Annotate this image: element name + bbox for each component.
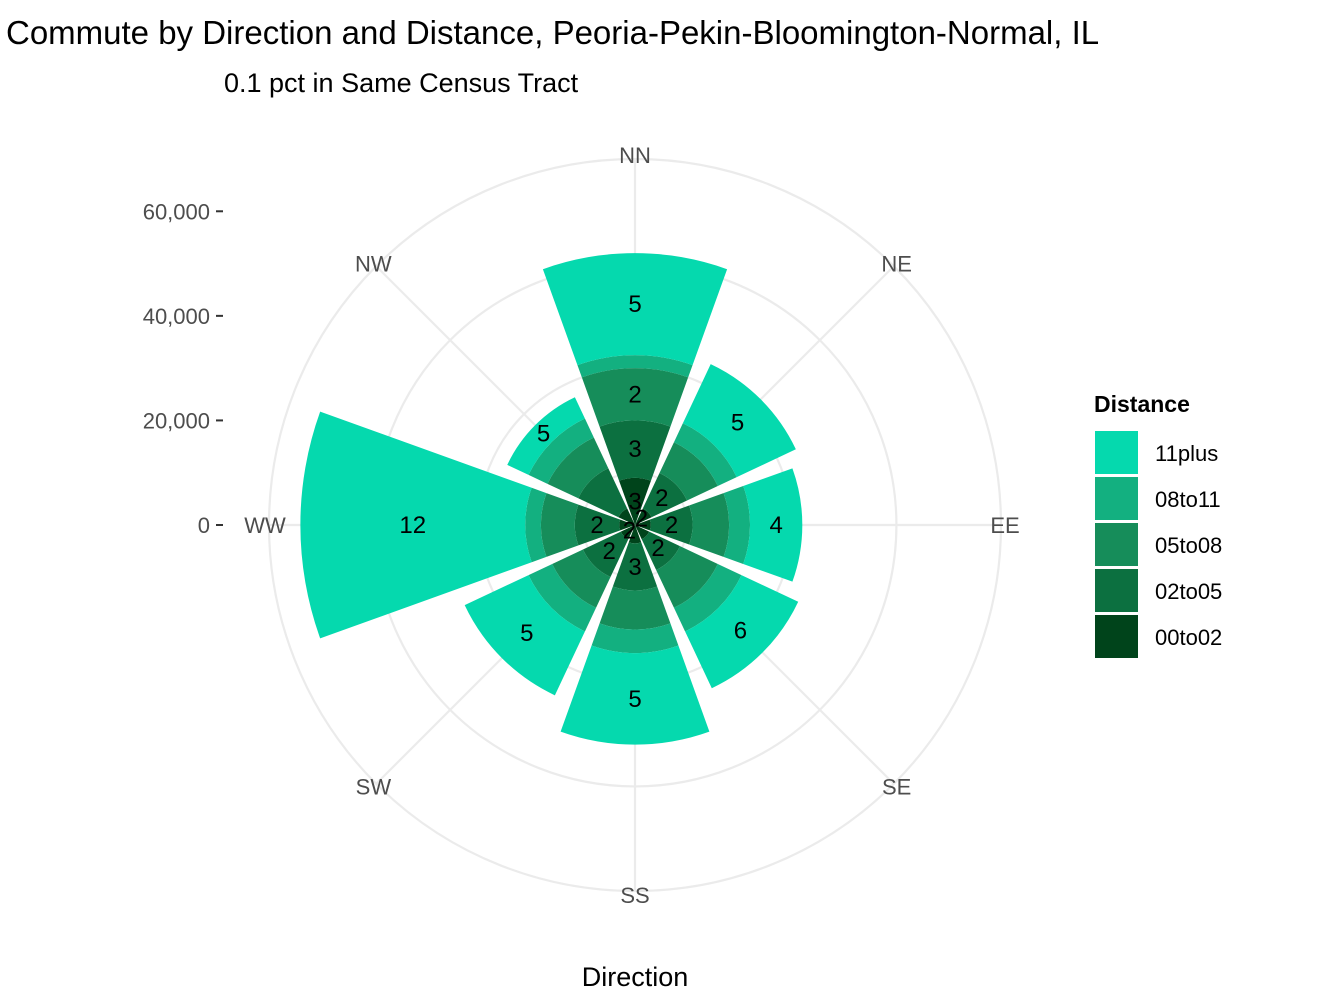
legend: Distance 11plus 08to11 05to08 02to05 00to02: [1094, 391, 1222, 658]
bar-SS-05to08: [599, 586, 671, 630]
bar-label-WW-02to05: 2: [590, 512, 603, 539]
direction-label-NE: NE: [881, 251, 912, 276]
direction-label-NN: NN: [619, 143, 651, 168]
bar-label-SS-02to05: 3: [628, 554, 641, 581]
bar-NE-08to11: [673, 423, 737, 487]
bar-SW-05to08: [552, 549, 611, 608]
bar-WW-00to02: [619, 519, 635, 531]
y-tick-label: 20,000: [143, 408, 210, 433]
bar-EE-11plus: [743, 468, 803, 582]
legend-label-08to11: 08to11: [1155, 487, 1221, 512]
bar-WW-11plus: [300, 411, 532, 639]
bar-label-NN-02to05: 3: [628, 436, 641, 463]
x-axis-label: Direction: [582, 962, 689, 992]
bar-label-NN-05to08: 2: [628, 381, 641, 408]
bar-NN-05to08: [581, 368, 689, 427]
legend-label-02to05: 02to05: [1155, 579, 1222, 604]
bar-SE-11plus: [685, 575, 799, 689]
legend-swatch-05to08: [1095, 523, 1138, 566]
y-tick-label: 40,000: [143, 304, 210, 329]
bar-SW-02to05: [582, 531, 629, 578]
bar-SE-05to08: [656, 546, 718, 608]
direction-labels: NN NE EE SE SS SW WW NW: [244, 143, 1019, 908]
bar-label-SW-11plus: 5: [520, 620, 533, 647]
bar-label-SE-11plus: 6: [734, 617, 747, 644]
bar-label-NE-00to02: 2: [635, 506, 648, 533]
bar-label-NN-00to02: 3: [628, 488, 641, 515]
legend-swatch-08to11: [1095, 477, 1138, 520]
bar-NW-11plus: [507, 397, 585, 475]
chart-subtitle: 0.1 pct in Same Census Tract: [224, 68, 579, 98]
bar-SS-00to02: [628, 525, 642, 544]
direction-label-EE: EE: [990, 513, 1019, 538]
bar-EE-08to11: [723, 486, 751, 564]
bar-SW-08to11: [528, 563, 597, 632]
bar-label-EE-11plus: 4: [769, 512, 782, 539]
bar-EE-02to05: [649, 505, 693, 545]
y-tick-label: 0: [198, 513, 210, 538]
bar-WW-02to05: [574, 504, 621, 546]
direction-label-WW: WW: [244, 513, 286, 538]
legend-label-05to08: 05to08: [1155, 533, 1222, 558]
bar-label-SW-00to02: 2: [623, 518, 636, 545]
bar-WW-08to11: [525, 487, 547, 563]
bar-label-SS-11plus: 5: [628, 686, 641, 713]
bar-NE-02to05: [642, 472, 688, 518]
bar-label-SW-02to05: 2: [602, 538, 615, 565]
legend-swatch-00to02: [1095, 615, 1138, 658]
bar-NE-11plus: [682, 364, 796, 478]
bar-label-NW-11plus: 5: [537, 420, 550, 447]
bar-label-NN-11plus: 5: [628, 291, 641, 318]
bar-NN-11plus: [542, 253, 728, 366]
bar-label-NE-11plus: 5: [731, 409, 744, 436]
bar-NN-08to11: [577, 355, 693, 378]
direction-label-NW: NW: [355, 251, 392, 276]
bar-label-WW-11plus: 12: [399, 512, 426, 539]
bar-NW-02to05: [578, 468, 628, 518]
bar-SS-11plus: [560, 645, 710, 745]
bar-label-NE-02to05: 2: [655, 485, 668, 512]
chart-title: Commute by Direction and Distance, Peori…: [6, 14, 1099, 51]
bar-SW-00to02: [620, 525, 635, 540]
bar-label-EE-02to05: 2: [665, 512, 678, 539]
bar-SW-11plus: [464, 575, 585, 696]
direction-label-SW: SW: [356, 775, 392, 800]
legend-label-11plus: 11plus: [1155, 441, 1218, 466]
bar-EE-00to02: [635, 519, 651, 531]
bar-SS-08to11: [591, 623, 679, 654]
bar-WW-05to08: [540, 493, 579, 557]
y-tick-label: 60,000: [143, 199, 210, 224]
bar-SE-02to05: [641, 531, 680, 570]
legend-title: Distance: [1094, 391, 1190, 417]
bar-NW-08to11: [528, 418, 594, 484]
bar-NE-05to08: [659, 442, 718, 501]
bar-NN-00to02: [619, 477, 651, 525]
y-axis: 0 20,000 40,000 60,000: [143, 199, 223, 538]
legend-swatch-02to05: [1095, 569, 1138, 612]
bar-NN-02to05: [599, 420, 671, 481]
bar-NW-00to02: [618, 508, 635, 525]
bars: [300, 253, 803, 745]
bar-label-SE-02to05: 2: [651, 535, 664, 562]
bar-NW-05to08: [547, 437, 609, 499]
bar-SE-00to02: [635, 525, 650, 540]
legend-label-00to02: 00to02: [1155, 625, 1222, 650]
bar-NE-00to02: [635, 508, 652, 525]
bar-EE-05to08: [689, 493, 730, 557]
direction-label-SE: SE: [882, 775, 911, 800]
legend-swatch-11plus: [1095, 431, 1138, 474]
bar-SE-08to11: [673, 563, 742, 632]
direction-label-SS: SS: [620, 883, 649, 908]
bar-SS-02to05: [612, 542, 658, 591]
